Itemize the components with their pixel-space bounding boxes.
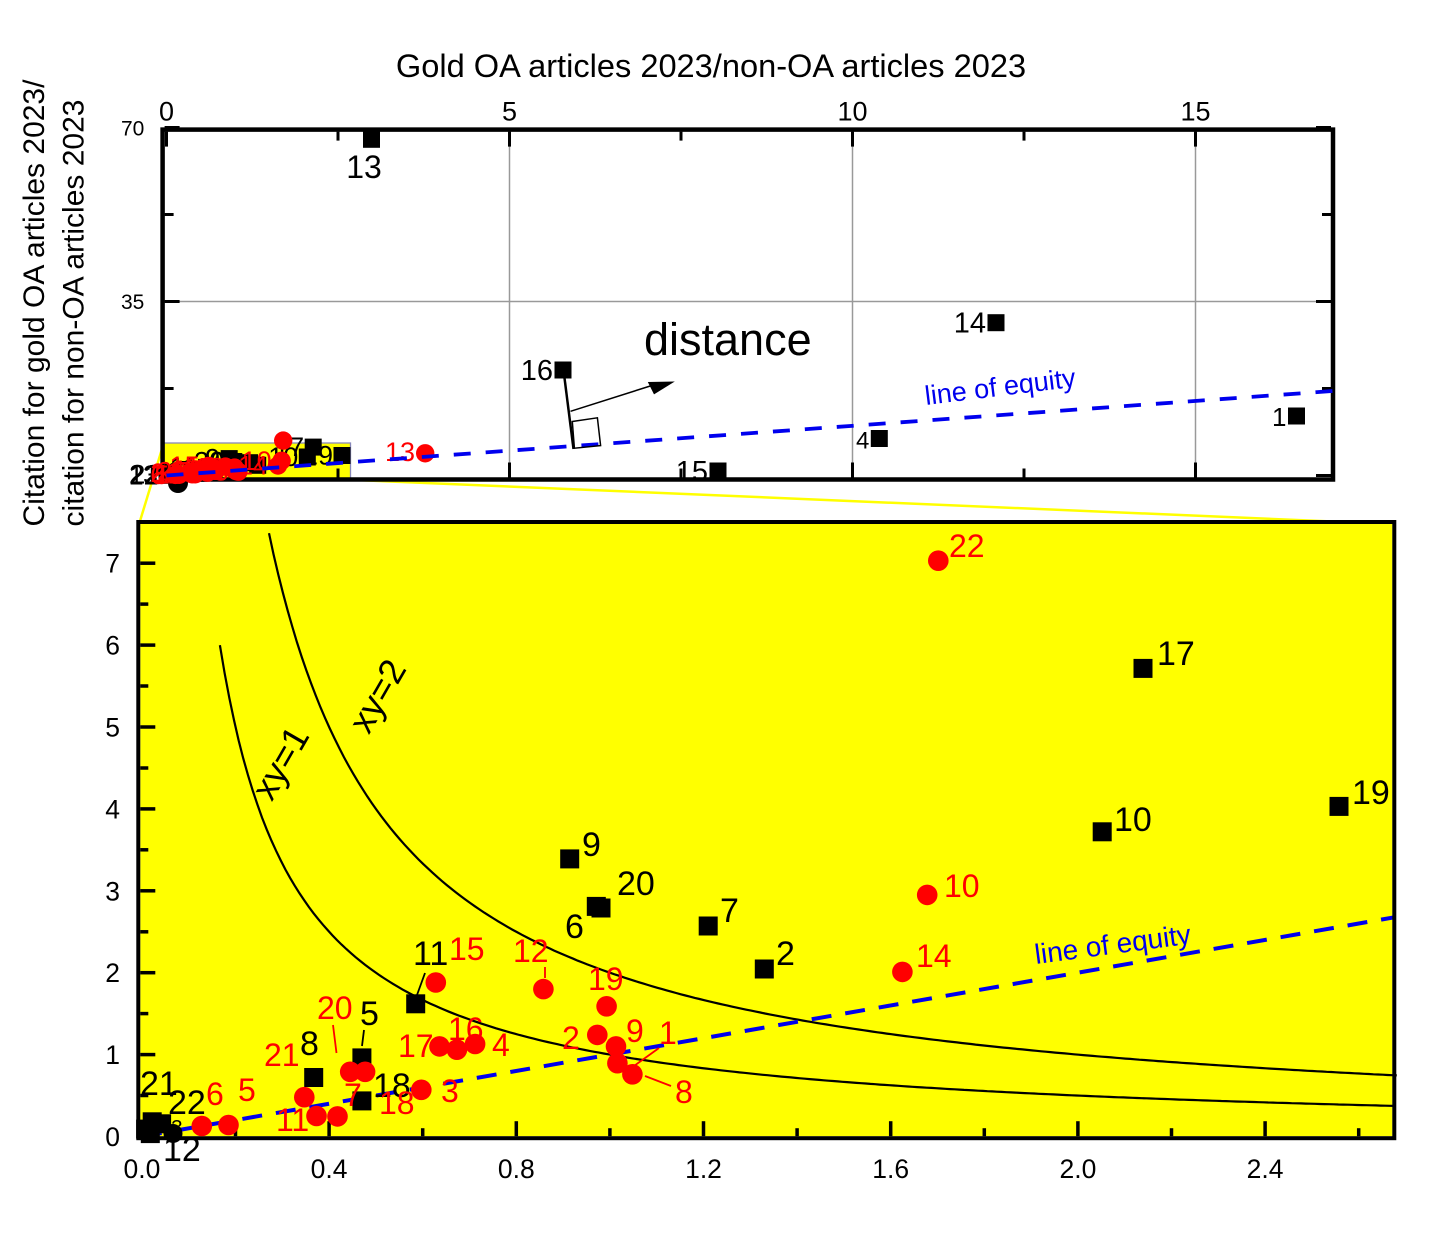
svg-text:6: 6 — [105, 631, 120, 661]
svg-text:7: 7 — [105, 549, 120, 579]
svg-text:6: 6 — [565, 908, 584, 946]
svg-text:15: 15 — [1180, 97, 1210, 127]
svg-text:20: 20 — [317, 990, 353, 1026]
svg-text:19: 19 — [1352, 774, 1390, 812]
svg-text:citation for non-OA articles 2: citation for non-OA articles 2023 — [58, 100, 91, 527]
svg-text:2.4: 2.4 — [1247, 1154, 1284, 1184]
svg-text:15: 15 — [449, 931, 485, 967]
svg-text:35: 35 — [121, 291, 144, 314]
svg-text:12: 12 — [513, 933, 549, 969]
svg-text:5: 5 — [154, 460, 169, 490]
svg-text:11: 11 — [276, 1102, 309, 1138]
svg-text:14: 14 — [916, 938, 952, 974]
svg-text:5: 5 — [502, 97, 517, 127]
svg-text:70: 70 — [121, 117, 144, 140]
svg-text:9: 9 — [626, 1013, 644, 1049]
svg-text:4: 4 — [492, 1027, 510, 1063]
svg-text:1: 1 — [1272, 402, 1286, 432]
svg-text:6: 6 — [206, 1076, 224, 1112]
svg-text:0: 0 — [105, 1122, 120, 1152]
svg-text:5: 5 — [360, 995, 379, 1033]
svg-text:0.8: 0.8 — [498, 1154, 535, 1184]
svg-text:15: 15 — [676, 456, 708, 488]
svg-text:21: 21 — [140, 1065, 178, 1103]
svg-text:20: 20 — [617, 865, 655, 903]
svg-text:21: 21 — [264, 1037, 300, 1073]
svg-text:1: 1 — [659, 1015, 677, 1051]
svg-text:2: 2 — [562, 1020, 580, 1056]
svg-text:2: 2 — [776, 935, 795, 973]
svg-text:5: 5 — [105, 713, 120, 743]
svg-text:16: 16 — [521, 355, 553, 387]
svg-text:22: 22 — [949, 528, 985, 564]
svg-text:18: 18 — [373, 1067, 411, 1105]
svg-text:10: 10 — [1114, 801, 1152, 839]
svg-text:Citation for gold OA articles: Citation for gold OA articles 2023/ — [18, 79, 51, 527]
svg-text:4: 4 — [105, 794, 120, 824]
svg-text:7: 7 — [344, 1077, 362, 1113]
svg-text:2: 2 — [105, 958, 120, 988]
svg-text:10: 10 — [944, 868, 980, 904]
svg-text:1.2: 1.2 — [685, 1154, 722, 1184]
svg-text:2.0: 2.0 — [1059, 1154, 1096, 1184]
svg-text:3: 3 — [143, 460, 158, 490]
svg-text:12: 12 — [129, 460, 159, 490]
svg-text:3: 3 — [105, 876, 120, 906]
svg-text:6: 6 — [150, 460, 165, 490]
svg-text:12: 12 — [163, 1131, 201, 1169]
svg-text:0.0: 0.0 — [123, 1154, 160, 1184]
svg-text:0: 0 — [159, 97, 174, 127]
svg-text:4: 4 — [856, 428, 869, 455]
svg-text:3: 3 — [441, 1073, 459, 1109]
svg-text:19: 19 — [588, 961, 624, 997]
svg-text:21: 21 — [129, 460, 159, 490]
svg-text:22: 22 — [130, 460, 160, 490]
svg-text:10: 10 — [837, 97, 867, 127]
svg-text:14: 14 — [954, 308, 986, 340]
svg-text:0.4: 0.4 — [311, 1154, 348, 1184]
svg-text:distance: distance — [644, 314, 812, 365]
svg-text:11: 11 — [413, 935, 448, 973]
svg-text:13: 13 — [346, 149, 382, 185]
svg-text:17: 17 — [1157, 635, 1195, 673]
svg-text:1.6: 1.6 — [872, 1154, 909, 1184]
svg-text:7: 7 — [720, 892, 739, 930]
svg-text:1: 1 — [105, 1040, 120, 1070]
svg-text:9: 9 — [582, 826, 601, 864]
svg-text:8: 8 — [675, 1074, 693, 1110]
svg-text:Gold OA articles 2023/non-OA a: Gold OA articles 2023/non-OA articles 20… — [396, 47, 1026, 84]
svg-text:3: 3 — [171, 1117, 183, 1140]
svg-text:13: 13 — [385, 437, 415, 467]
svg-text:16: 16 — [448, 1011, 484, 1047]
svg-text:18: 18 — [379, 1085, 415, 1121]
svg-text:17: 17 — [398, 1028, 434, 1064]
svg-text:5: 5 — [238, 1072, 256, 1108]
svg-text:22: 22 — [168, 1084, 206, 1122]
svg-text:8: 8 — [300, 1025, 319, 1063]
